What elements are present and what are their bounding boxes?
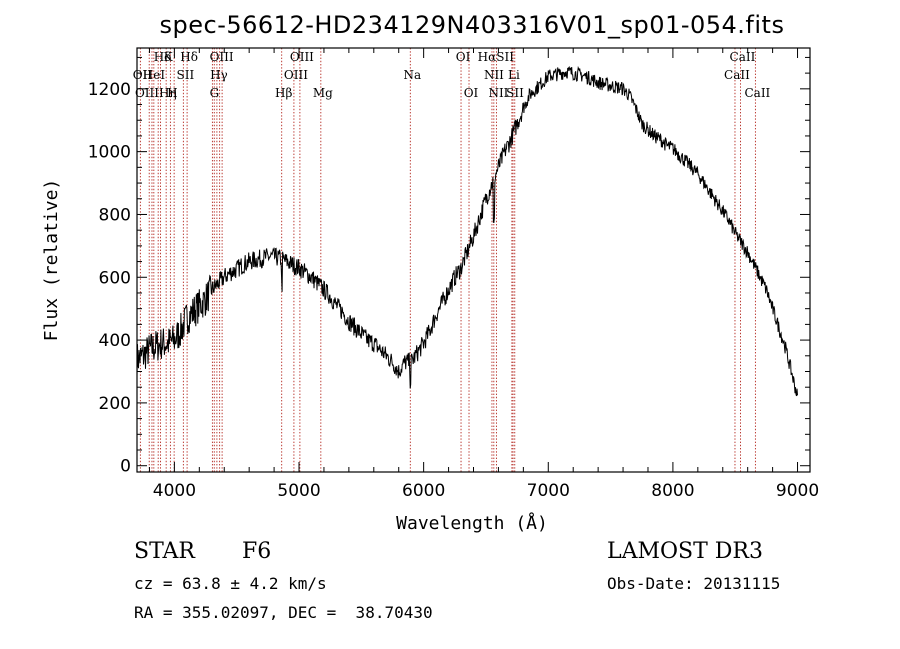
spectral-line-label: SII <box>177 68 195 82</box>
y-tick-label: 0 <box>120 457 131 477</box>
y-tick-label: 800 <box>99 205 131 225</box>
spectral-line-label: OIII <box>210 50 234 64</box>
x-tick-label: 9000 <box>776 481 819 501</box>
spectral-line-label: OIIIHη <box>135 86 177 100</box>
spectral-line-label: Hδ <box>154 50 172 64</box>
survey-name: LAMOST DR3 <box>607 539 763 564</box>
spectral-line-label: HαSII <box>478 50 515 64</box>
spectrum-line <box>136 65 798 397</box>
spectral-line-label: NII <box>484 68 504 82</box>
x-tick-label: 4000 <box>153 481 196 501</box>
y-tick-label: 1000 <box>88 143 131 163</box>
spectral-line-label: CaII <box>744 86 770 100</box>
redshift-velocity: cz = 63.8 ± 4.2 km/s <box>134 574 327 593</box>
observation-date: Obs-Date: 20131115 <box>607 574 781 593</box>
x-tick-label: 8000 <box>651 481 694 501</box>
spectral-line-label: CaII <box>724 68 750 82</box>
y-axis-label: Flux (relative) <box>41 179 62 342</box>
x-tick-label: 6000 <box>402 481 445 501</box>
y-tick-label: 1200 <box>88 80 131 100</box>
spectral-line-label: Na <box>403 68 421 82</box>
spectral-line-label: Li <box>508 68 520 82</box>
spectral-line-label: OI <box>464 86 479 100</box>
y-tick-label: 400 <box>99 331 131 351</box>
spectral-line-label: HeI <box>143 68 166 82</box>
spectral-line-label: OIII <box>290 50 314 64</box>
spectral-line-label: Hγ <box>210 68 228 82</box>
y-tick-label: 200 <box>99 394 131 414</box>
spectral-line-label: G <box>210 86 220 100</box>
spectral-line-label: OIII <box>284 68 308 82</box>
y-tick-label: 600 <box>99 268 131 288</box>
coordinates: RA = 355.02097, DEC = 38.70430 <box>134 603 433 622</box>
spectral-line-label: Mg <box>313 86 333 100</box>
x-tick-label: 5000 <box>277 481 320 501</box>
spectral-line-label: OI <box>456 50 471 64</box>
spectral-line-label: Hδ <box>180 50 198 64</box>
spectrum-series <box>136 65 798 397</box>
chart-title: spec-56612-HD234129N403316V01_sp01-054.f… <box>160 11 785 39</box>
spectral-line-label: K <box>164 50 174 64</box>
object-class: STAR <box>134 539 195 564</box>
spectral-line-label: Hβ <box>275 86 292 100</box>
spectral-subclass: F6 <box>242 539 272 564</box>
spectral-line-label: NII <box>488 86 508 100</box>
plot-frame <box>136 47 811 473</box>
axis-ticks: 4000 5000 6000 7000 8000 9000 0 200 400 600 800 100… <box>88 48 819 501</box>
spectral-line-label: CaII <box>730 50 756 64</box>
x-tick-label: 7000 <box>527 481 570 501</box>
spectral-line-label: SII <box>506 86 524 100</box>
x-axis-label: Wavelength (Å) <box>396 512 548 534</box>
spectral-line-label: H <box>167 86 177 100</box>
